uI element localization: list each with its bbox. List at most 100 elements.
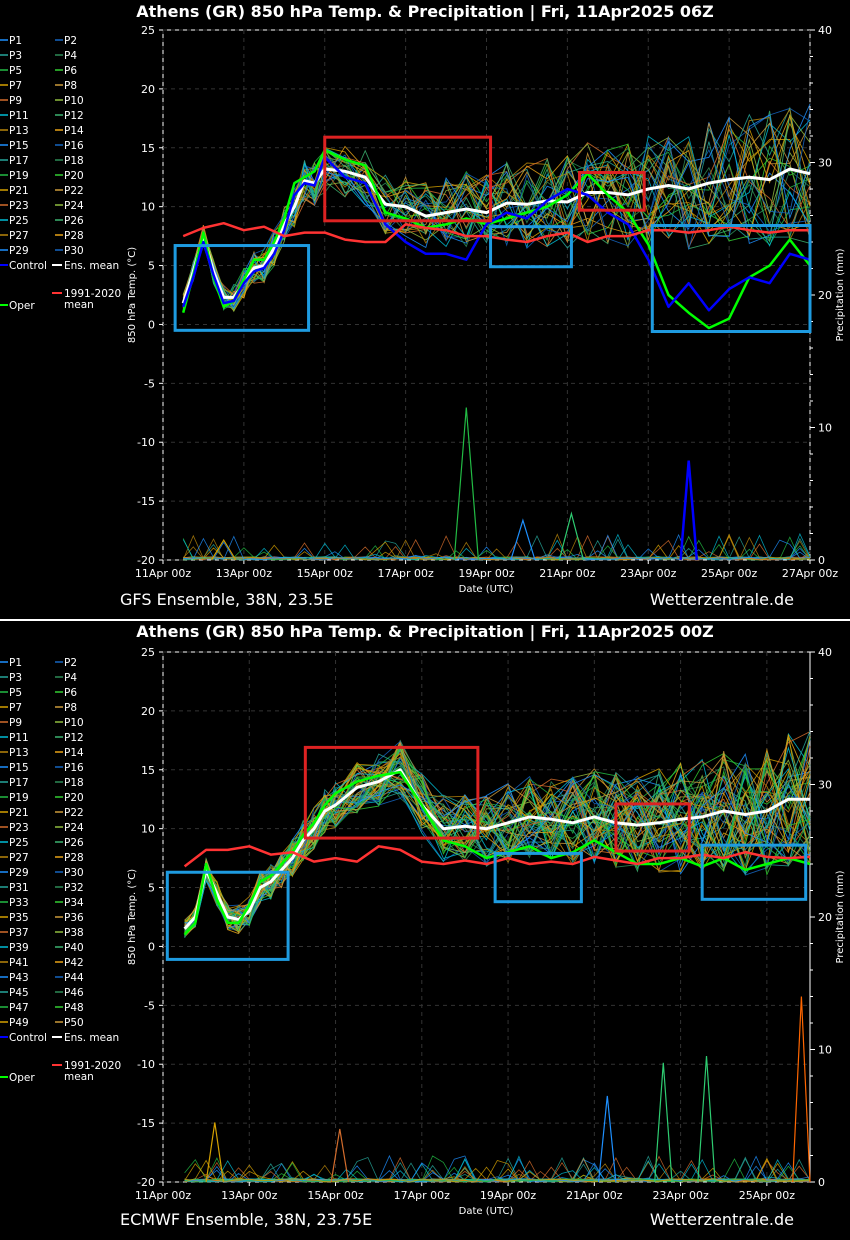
legend-item-oper: Oper	[9, 300, 35, 312]
y2-tick-label: 0	[818, 1176, 825, 1189]
legend-item: P18	[64, 155, 84, 167]
highlight-box	[614, 802, 691, 853]
x-axis-label: Date (UTC)	[459, 584, 514, 595]
member-line	[184, 730, 811, 932]
legend-item: P22	[64, 807, 84, 819]
legend-item: P14	[64, 747, 84, 759]
x-tick-label: 21Apr 00z	[539, 567, 596, 580]
legend-item: P9	[9, 717, 22, 729]
y-tick-label: -20	[137, 1176, 155, 1189]
y-axis-label: 850 hPa Temp. (°C)	[127, 869, 138, 965]
legend-item: P35	[9, 912, 29, 924]
y-tick-label: -15	[137, 495, 155, 508]
plot-frame	[162, 651, 811, 1183]
x-tick-label: 25Apr 00z	[701, 567, 758, 580]
member-precip-line	[184, 1159, 811, 1183]
x-tick-label: 19Apr 00z	[458, 567, 515, 580]
legend-item: P20	[64, 792, 84, 804]
y-tick-label: 10	[141, 823, 155, 836]
member-precip-line	[182, 535, 811, 561]
legend-item: P36	[64, 912, 84, 924]
highlight-box	[650, 224, 812, 334]
legend-item: P6	[64, 65, 77, 77]
y2-tick-label: 0	[818, 554, 825, 567]
legend-item: P27	[9, 852, 29, 864]
legend-item: P2	[64, 657, 77, 669]
y-axis-label: 850 hPa Temp. (°C)	[127, 247, 138, 343]
legend-item: P4	[64, 672, 77, 684]
y2-tick-label: 40	[818, 24, 832, 37]
legend-item: P34	[64, 897, 84, 909]
panel-divider	[0, 619, 850, 621]
legend-item: P38	[64, 927, 84, 939]
legend-item: P13	[9, 747, 29, 759]
precip-series-p26	[654, 1062, 673, 1183]
legend-item: P49	[9, 1017, 29, 1029]
y-tick-label: -5	[144, 999, 155, 1012]
x-tick-label: 17Apr 00z	[377, 567, 434, 580]
y-tick-label: 0	[148, 318, 155, 331]
x-tick-label: 15Apr 00z	[297, 567, 354, 580]
highlight-box	[303, 745, 480, 840]
legend-item: P47	[9, 1002, 29, 1014]
legend-item: P23	[9, 200, 29, 212]
legend-item: P7	[9, 702, 22, 714]
precip-series-p16	[330, 1128, 350, 1183]
legend-item: P6	[64, 687, 77, 699]
precip-series-p25	[558, 511, 585, 561]
legend-item: P1	[9, 35, 22, 47]
legend-item: P4	[64, 50, 77, 62]
gfs-chart: Athens (GR) 850 hPa Temp. & Precipitatio…	[0, 2, 846, 609]
legend-item: P21	[9, 807, 29, 819]
legend-item: P28	[64, 230, 84, 242]
precip-series-p14	[210, 538, 237, 561]
member-precip-line	[182, 536, 811, 561]
chart-title: Athens (GR) 850 hPa Temp. & Precipitatio…	[136, 2, 714, 22]
legend-item: P37	[9, 927, 29, 939]
x-axis-label: Date (UTC)	[459, 1206, 514, 1217]
x-tick-label: 17Apr 00z	[394, 1189, 451, 1202]
x-tick-label: 21Apr 00z	[566, 1189, 623, 1202]
y2-tick-label: 40	[818, 646, 832, 659]
legend-item-clim-mean: mean	[64, 1071, 94, 1083]
y-tick-label: 15	[141, 142, 155, 155]
legend-item: P19	[9, 792, 29, 804]
precip-series-control	[679, 460, 699, 561]
legend-item: P8	[64, 702, 77, 714]
member-line	[182, 134, 811, 310]
x-tick-label: 23Apr 00z	[652, 1189, 709, 1202]
legend-item: P2	[64, 35, 77, 47]
legend-item: P10	[64, 717, 84, 729]
legend-item: P17	[9, 155, 29, 167]
member-precip-line	[183, 535, 811, 561]
y-tick-label: 15	[141, 764, 155, 777]
legend-item: P30	[64, 867, 84, 879]
legend-item: P26	[64, 837, 84, 849]
legend-item: P12	[64, 110, 84, 122]
y2-tick-label: 30	[818, 157, 832, 170]
member-line	[184, 758, 811, 922]
legend-item: P11	[9, 110, 29, 122]
legend-item: P43	[9, 972, 29, 984]
highlight-box	[165, 870, 290, 961]
x-tick-label: 25Apr 00z	[739, 1189, 796, 1202]
legend-item: P7	[9, 80, 22, 92]
legend-item: P12	[64, 732, 84, 744]
legend-item: P3	[9, 50, 22, 62]
precip-series-p10	[453, 407, 479, 561]
x-tick-label: 11Apr 00z	[135, 1189, 192, 1202]
ecmwf-ensemble-panel: Athens (GR) 850 hPa Temp. & Precipitatio…	[0, 620, 850, 1240]
legend-item: P27	[9, 230, 29, 242]
chart-title: Athens (GR) 850 hPa Temp. & Precipitatio…	[136, 622, 714, 642]
legend-item: P8	[64, 80, 77, 92]
precip-series-p14	[205, 1122, 224, 1183]
y-tick-label: 5	[148, 882, 155, 895]
legend-item: P24	[64, 200, 84, 212]
legend-item: P46	[64, 987, 84, 999]
legend-item-control: Control	[9, 1032, 47, 1044]
y-tick-label: 20	[141, 705, 155, 718]
y-tick-label: 25	[141, 24, 155, 37]
x-tick-label: 27Apr 00z	[782, 567, 839, 580]
member-precip-line	[184, 1162, 811, 1183]
legend-item: P41	[9, 957, 29, 969]
